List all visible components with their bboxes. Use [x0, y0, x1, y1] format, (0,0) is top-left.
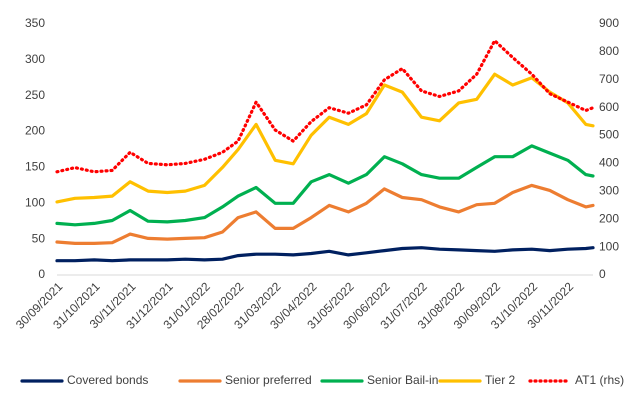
y2-tick-label: 500	[599, 128, 619, 142]
series-line	[55, 246, 595, 263]
y2-tick-label: 300	[599, 184, 619, 198]
y-tick-label: 150	[25, 160, 45, 174]
y-tick-label: 250	[25, 88, 45, 102]
y2-tick-label: 600	[599, 100, 619, 114]
y2-tick-label: 700	[599, 72, 619, 86]
y2-tick-label: 800	[599, 44, 619, 58]
legend-label: Covered bonds	[67, 373, 148, 387]
legend-label: Tier 2	[485, 373, 516, 387]
series-line	[55, 39, 595, 174]
y2-tick-label: 900	[599, 16, 619, 30]
series-line	[55, 144, 595, 227]
legend-label: Senior preferred	[225, 373, 312, 387]
legend-label: AT1 (rhs)	[575, 373, 624, 387]
y-tick-label: 350	[25, 16, 45, 30]
y2-tick-label: 0	[599, 267, 606, 281]
y2-tick-label: 100	[599, 239, 619, 253]
series-line	[55, 72, 595, 204]
y-tick-label: 100	[25, 195, 45, 209]
y-tick-label: 200	[25, 124, 45, 138]
y-tick-label: 300	[25, 52, 45, 66]
y2-tick-label: 400	[599, 156, 619, 170]
y2-tick-label: 200	[599, 211, 619, 225]
y-tick-label: 50	[32, 231, 46, 245]
series-line	[55, 183, 595, 245]
legend-label: Senior Bail-in	[367, 373, 438, 387]
y-tick-label: 0	[38, 267, 45, 281]
